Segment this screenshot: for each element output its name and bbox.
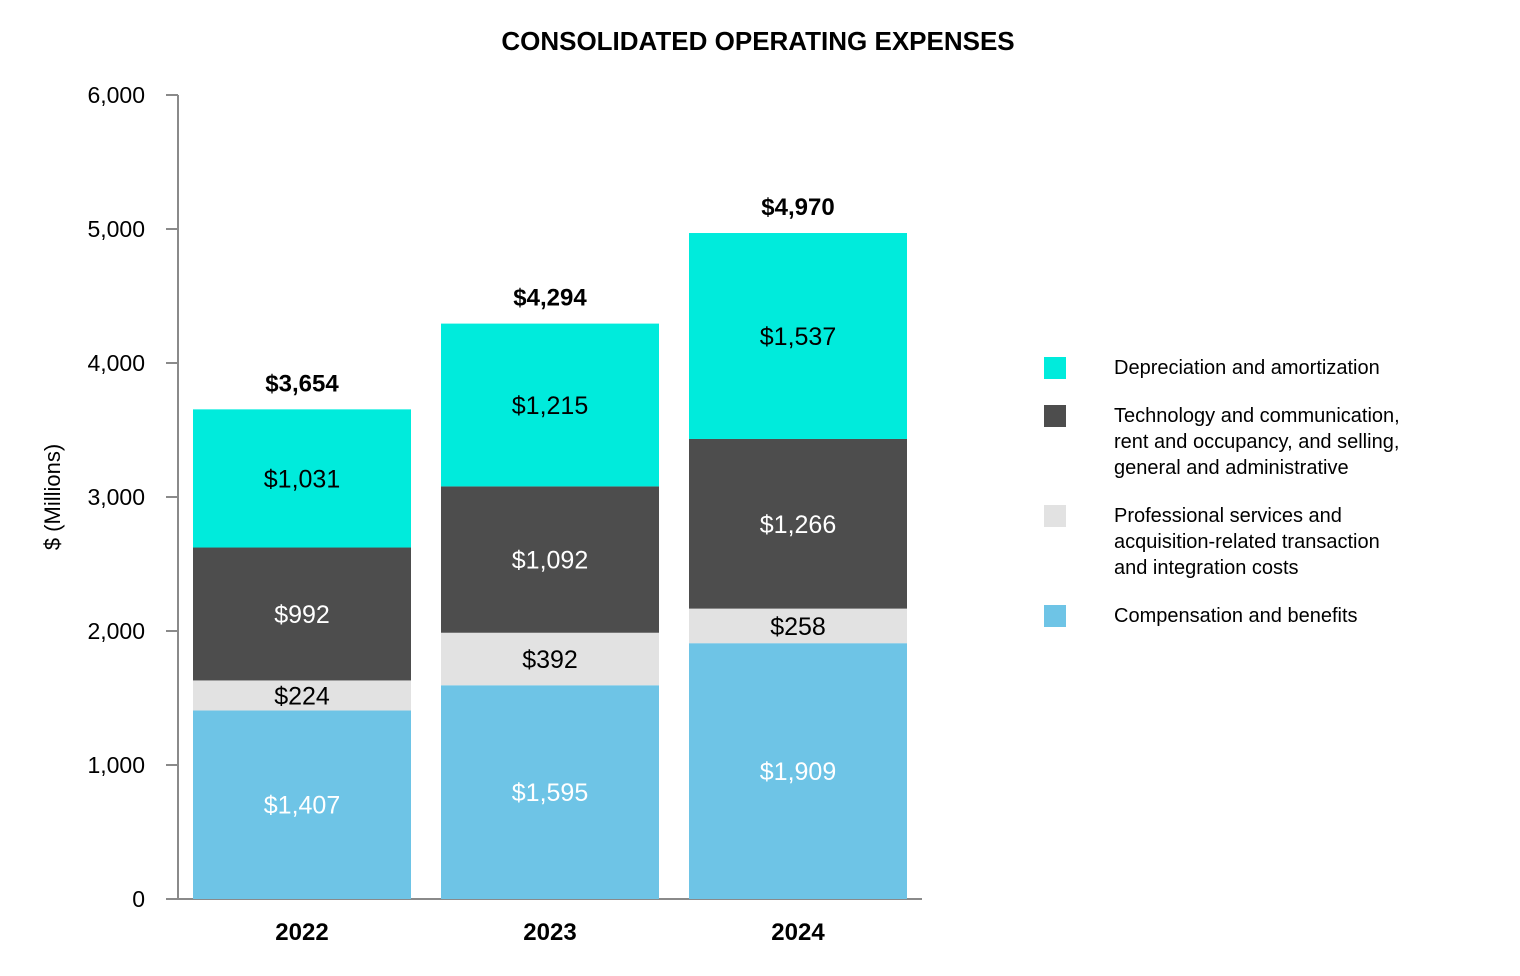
bar-total-label: $3,654 xyxy=(265,370,339,397)
bar-total-label: $4,970 xyxy=(761,194,834,221)
legend-swatch xyxy=(1044,505,1066,527)
x-tick-label: 2022 xyxy=(275,919,328,946)
bar-segment xyxy=(689,438,907,609)
bar-segment xyxy=(193,680,411,711)
y-tick-label: 2,000 xyxy=(87,618,145,644)
bar-value-label: $992 xyxy=(274,601,330,629)
y-tick-label: 4,000 xyxy=(87,350,145,376)
legend-label: Compensation and benefits xyxy=(1114,605,1358,627)
legend-swatch xyxy=(1044,405,1066,427)
y-tick-label: 0 xyxy=(132,886,145,912)
bar-value-label: $1,031 xyxy=(264,465,340,493)
x-tick-label: 2024 xyxy=(771,919,825,946)
bar-segment xyxy=(441,486,659,633)
bar-value-label: $1,407 xyxy=(264,792,340,820)
y-tick-label: 5,000 xyxy=(87,216,145,242)
bar-segment xyxy=(689,233,907,439)
bar-segment xyxy=(193,710,411,899)
legend: Depreciation and amortization Technology … xyxy=(1044,355,1504,651)
legend-label: Depreciation and amortization xyxy=(1114,357,1380,379)
chart-title: CONSOLIDATED OPERATING EXPENSES xyxy=(501,26,1014,56)
x-tick-label: 2023 xyxy=(523,919,576,946)
y-tick-label: 3,000 xyxy=(87,484,145,510)
bar-segment xyxy=(193,409,411,548)
bar-value-label: $1,909 xyxy=(760,758,836,786)
y-axis: 0 1,000 2,000 3,000 4,000 5,000 6,000 xyxy=(87,82,922,912)
bar-value-label: $1,215 xyxy=(512,392,588,420)
legend-swatch xyxy=(1044,605,1066,627)
legend-swatch xyxy=(1044,357,1066,379)
bars xyxy=(193,233,907,899)
bar-total-label: $4,294 xyxy=(513,285,587,312)
data-labels: $1,407 $224 $992 $1,031 $3,654 2022 $1,595 $392… xyxy=(264,194,836,946)
legend-item: Depreciation and amortization xyxy=(1044,355,1504,381)
legend-label: Professional services and acquisition-re… xyxy=(1114,505,1380,579)
bar-segment xyxy=(441,685,659,899)
bar-value-label: $224 xyxy=(274,682,330,710)
bar-value-label: $1,092 xyxy=(512,547,588,575)
legend-item: Professional services and acquisition-re… xyxy=(1044,503,1504,581)
bar-segment xyxy=(689,643,907,899)
legend-item: Technology and communication, rent and o… xyxy=(1044,403,1504,481)
bar-segment xyxy=(689,608,907,644)
legend-item: Compensation and benefits xyxy=(1044,603,1504,629)
y-tick-label: 6,000 xyxy=(87,82,145,108)
y-axis-label: $ (Millions) xyxy=(40,444,65,550)
legend-label: Technology and communication, rent and o… xyxy=(1114,405,1400,479)
bar-value-label: $1,537 xyxy=(760,323,836,351)
bar-value-label: $258 xyxy=(770,613,826,641)
bar-segment xyxy=(441,632,659,686)
bar-segment xyxy=(193,547,411,681)
bar-value-label: $1,266 xyxy=(760,511,836,539)
y-tick-label: 1,000 xyxy=(87,752,145,778)
bar-value-label: $1,595 xyxy=(512,779,588,807)
bar-value-label: $392 xyxy=(522,646,578,674)
bar-segment xyxy=(441,323,659,487)
